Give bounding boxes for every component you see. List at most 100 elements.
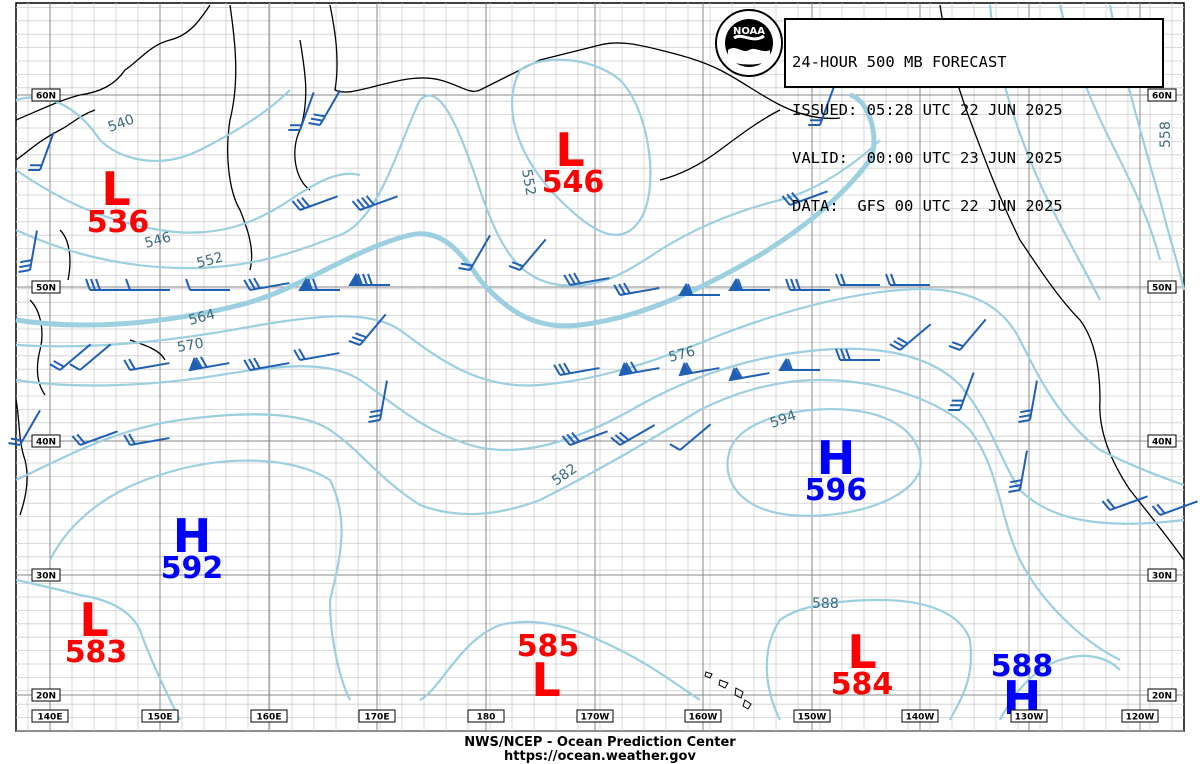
- low-center-value: 546: [542, 165, 605, 200]
- wind-barb: [185, 278, 230, 291]
- longitude-label: 180: [477, 713, 496, 723]
- lon-label-box: [250, 709, 288, 723]
- longitude-label: 170W: [581, 713, 610, 723]
- wind-barb: [458, 234, 491, 271]
- noaa-logo-icon: NOAA: [714, 8, 784, 78]
- lat-label-box: [1147, 688, 1177, 702]
- wind-barb: [678, 282, 720, 296]
- data-label: DATA:: [792, 197, 839, 215]
- contour-label: 576: [667, 343, 697, 365]
- wind-barb: [508, 238, 547, 271]
- high-center-value: 588: [991, 649, 1054, 684]
- data-line: DATA: GFS 00 UTC 22 JUN 2025: [792, 198, 1156, 214]
- latitude-label: 60N: [36, 92, 56, 102]
- forecast-title: 24-HOUR 500 MB FORECAST: [792, 53, 1007, 71]
- longitude-label: 170E: [365, 713, 390, 723]
- low-center-letter: L: [847, 625, 876, 679]
- lon-label-box: [31, 709, 69, 723]
- wind-barb: [728, 277, 770, 291]
- wind-barb: [288, 92, 315, 131]
- lat-label-box: [1147, 434, 1177, 448]
- contour-label: 546: [143, 229, 173, 251]
- wind-barb: [948, 372, 975, 411]
- contour-label: 588: [812, 596, 839, 612]
- longitude-label: 140E: [38, 713, 63, 723]
- wind-barb: [308, 89, 341, 126]
- wind-barb: [613, 282, 660, 296]
- lon-label-box: [358, 709, 396, 723]
- high-center-value: 596: [805, 473, 868, 508]
- wind-barb: [781, 190, 828, 206]
- lon-label-box: [793, 709, 831, 723]
- wind-barb: [728, 366, 770, 382]
- wind-barb: [123, 358, 170, 371]
- wind-barb: [563, 272, 610, 286]
- wind-barb: [243, 357, 290, 371]
- valid-value: 00:00 UTC 23 JUN 2025: [866, 149, 1063, 167]
- noaa-logo-text: NOAA: [733, 26, 765, 37]
- lon-label-box: [141, 709, 179, 723]
- longitude-label: 160W: [689, 713, 718, 723]
- jet-contour: [15, 92, 877, 329]
- pressure-centers: L 536 L 546 H 592 H 596 L 583 585 L L 58…: [65, 123, 1054, 725]
- low-center-letter: L: [101, 162, 130, 216]
- wind-barb: [561, 430, 608, 446]
- wind-barb: [885, 273, 930, 286]
- longitude-label: 140W: [906, 713, 935, 723]
- wind-barb: [293, 348, 340, 361]
- lat-label-box: [1147, 568, 1177, 582]
- lon-label-box: [1121, 709, 1159, 723]
- low-center-letter: L: [79, 593, 108, 647]
- latitude-label: 30N: [1152, 572, 1172, 582]
- wind-barb: [368, 380, 388, 424]
- wind-barb: [18, 230, 38, 274]
- wind-barb: [28, 132, 55, 171]
- lon-label-box: [901, 709, 939, 723]
- data-value: GFS 00 UTC 22 JUN 2025: [857, 197, 1063, 215]
- wind-barb: [8, 409, 41, 446]
- wind-barb: [125, 278, 170, 291]
- longitude-label: 160E: [257, 713, 282, 723]
- low-center-value: 536: [87, 205, 150, 240]
- issued-label: ISSUED:: [792, 101, 858, 119]
- high-center-value: 592: [161, 551, 224, 586]
- latitude-label: 50N: [1152, 284, 1172, 294]
- issued-value: 05:28 UTC 22 JUN 2025: [866, 101, 1063, 119]
- wind-barb: [69, 343, 112, 371]
- wind-barb: [678, 361, 720, 377]
- lat-label-box: [1147, 88, 1177, 102]
- wind-barb: [808, 87, 835, 126]
- wind-barb: [1101, 495, 1148, 511]
- wind-barb: [71, 430, 118, 446]
- lon-label-box: [467, 709, 505, 723]
- longitude-labels: 140E 150E 160E 170E 180 170W 160W 150W 140W 130W 1…: [31, 709, 1159, 723]
- wind-barb: [49, 343, 92, 371]
- contour-label: 558: [1158, 121, 1174, 148]
- lat-label-box: [31, 88, 61, 102]
- wind-barb: [1008, 450, 1028, 494]
- low-center-letter: L: [555, 123, 584, 177]
- wind-barb: [1151, 500, 1198, 516]
- lat-label-box: [31, 434, 61, 448]
- wind-barb: [291, 195, 338, 211]
- high-center-letter: H: [173, 509, 212, 563]
- lat-label-box: [31, 688, 61, 702]
- wind-barb: [243, 277, 290, 291]
- wind-barb: [123, 433, 170, 446]
- contour-label: 570: [176, 336, 205, 356]
- footer-url[interactable]: https://ocean.weather.gov: [504, 749, 696, 764]
- lat-label-box: [31, 280, 61, 294]
- wind-barb: [948, 318, 987, 351]
- forecast-info-box: 24-HOUR 500 MB FORECAST ISSUED: 05:28 UT…: [784, 18, 1164, 214]
- wind-barbs: [8, 87, 1198, 516]
- latitude-label: 50N: [36, 284, 56, 294]
- lon-label-box: [684, 709, 722, 723]
- contour-label: 552: [195, 249, 225, 271]
- low-center-value: 585: [517, 629, 580, 664]
- latitude-label: 40N: [1152, 438, 1172, 448]
- hawaii-islands: [704, 671, 752, 710]
- valid-label: VALID:: [792, 149, 848, 167]
- wind-barb: [348, 313, 387, 346]
- wind-barb: [85, 278, 130, 291]
